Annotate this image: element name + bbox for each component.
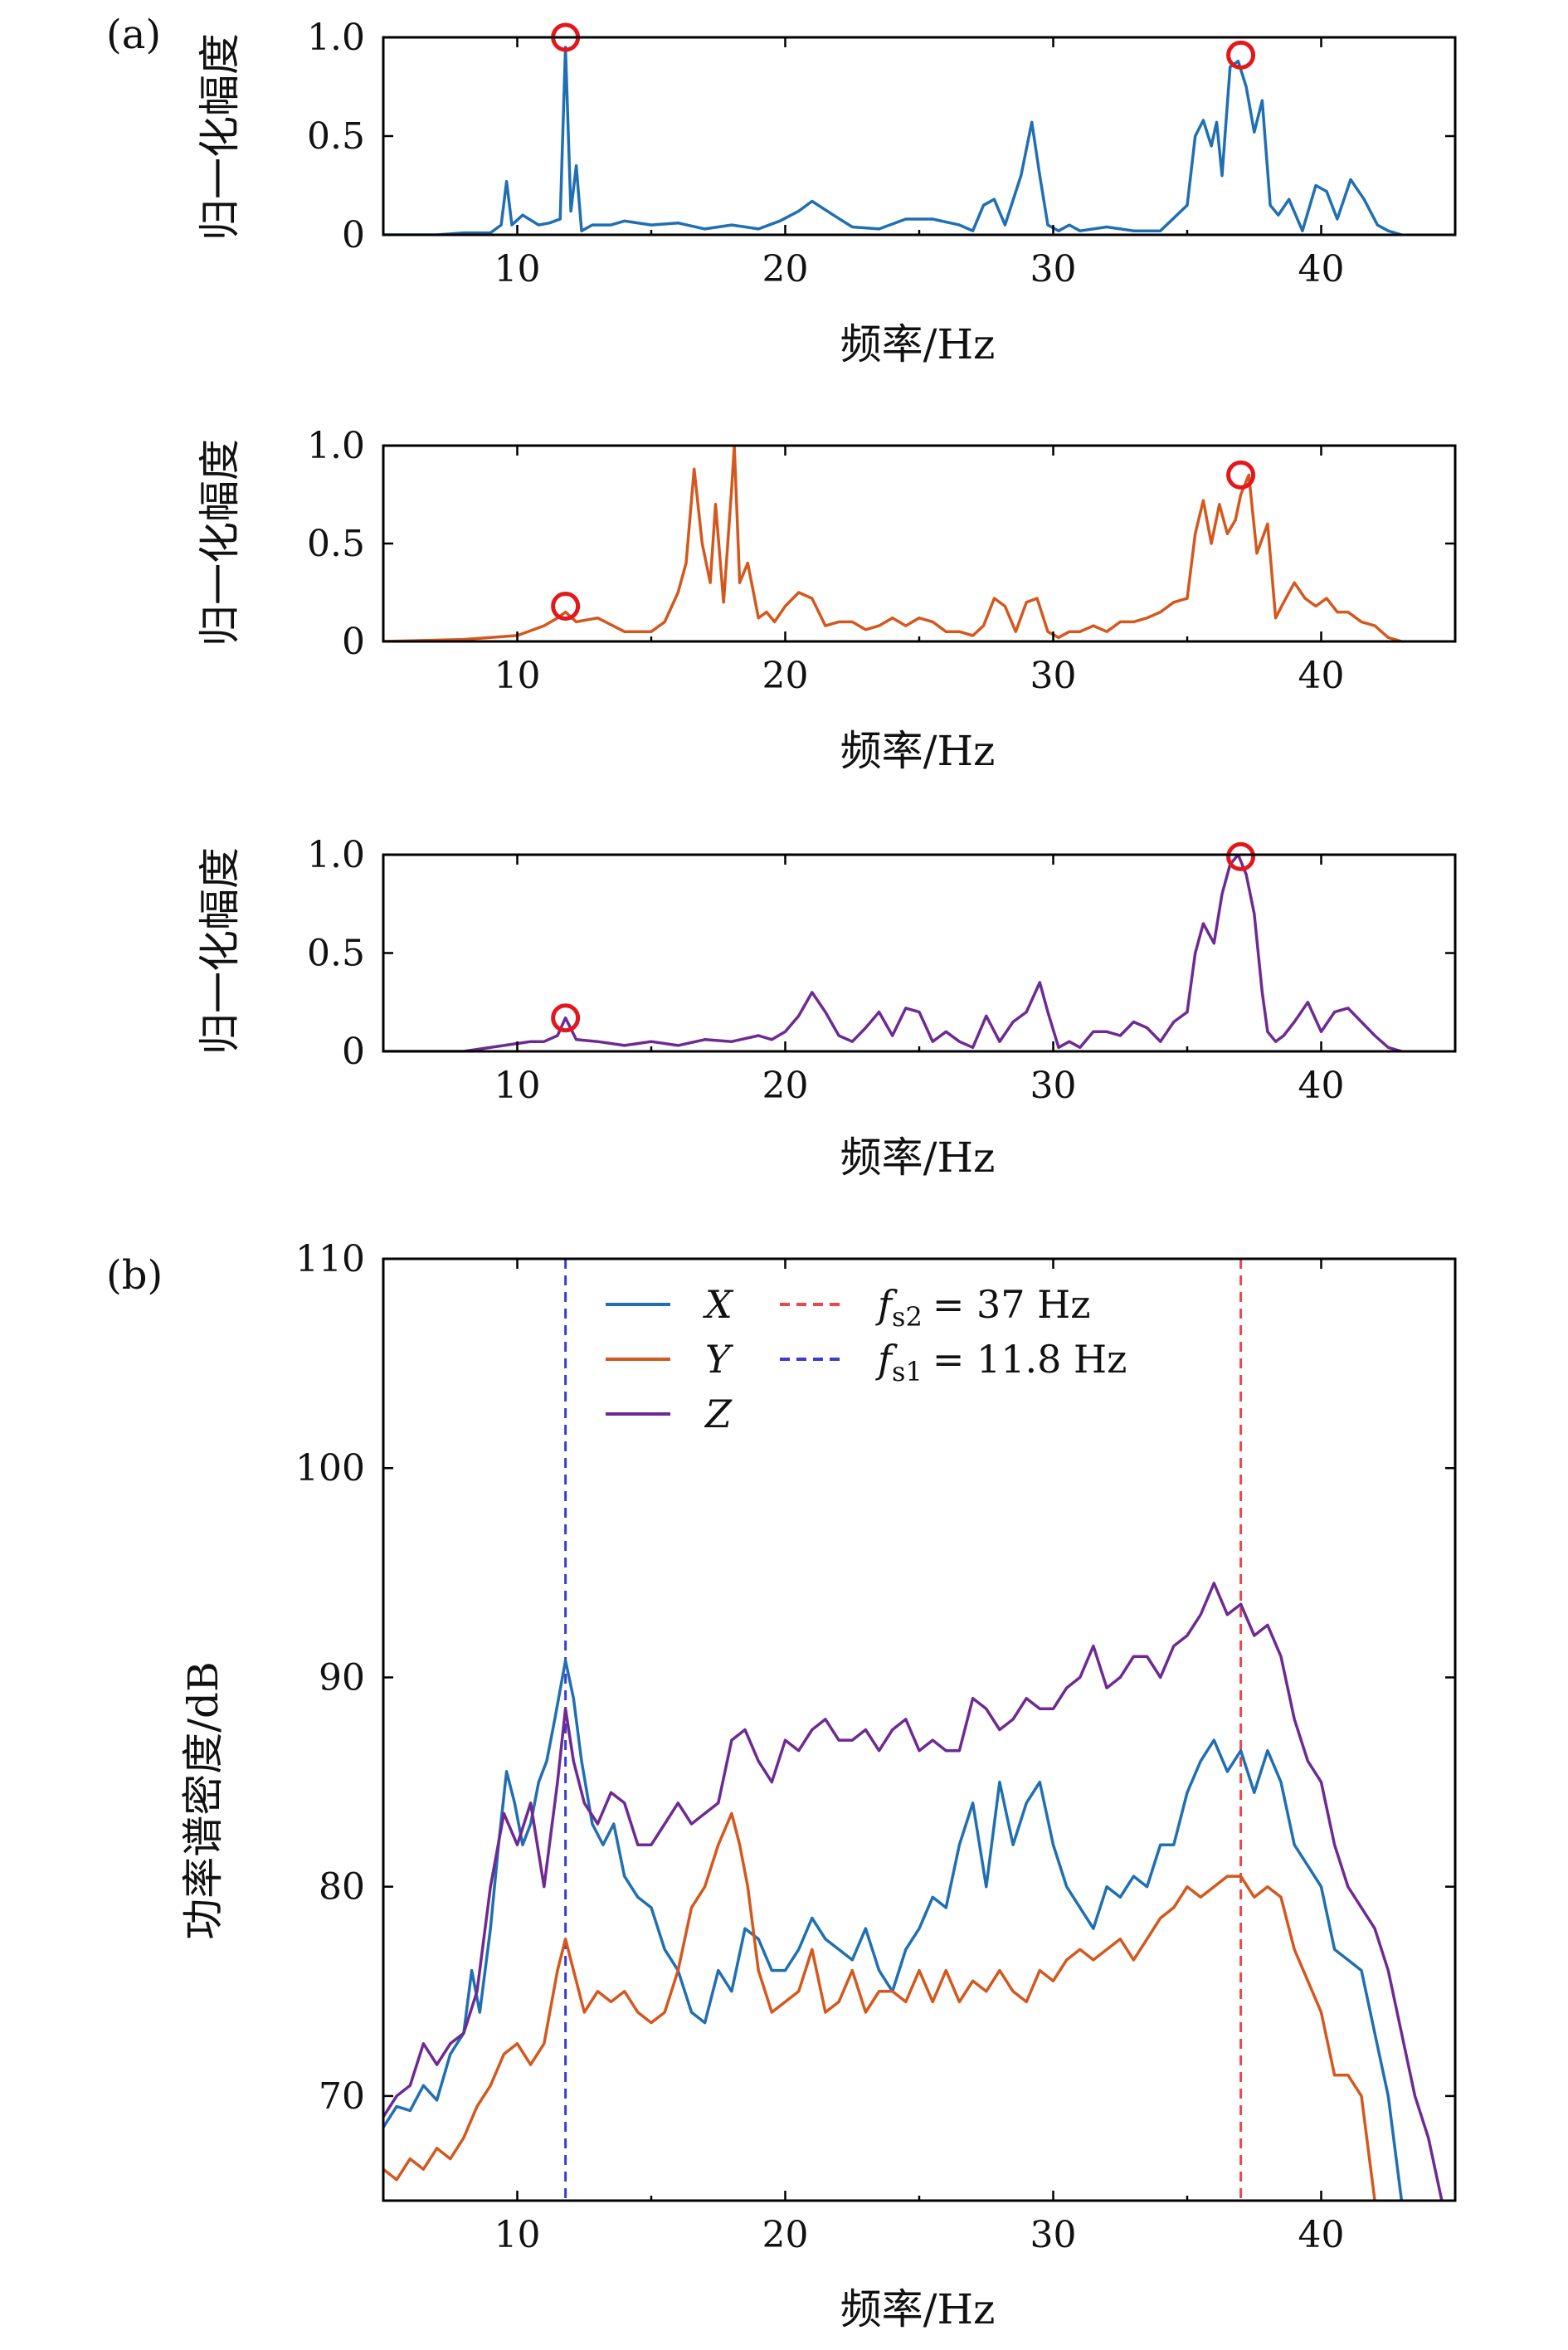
y-tick-label: 1.0: [307, 834, 365, 876]
legend-entry-y: Y: [705, 1337, 734, 1382]
y-tick-label: 1.0: [307, 425, 365, 467]
series-line-z: [383, 1582, 1444, 2201]
y-axis-label: 归一化幅度: [196, 33, 244, 241]
x-tick-label: 40: [1298, 1065, 1345, 1107]
legend-entry-fs1: fs1 = 11.8 Hz: [875, 1337, 1127, 1387]
x-tick-label: 20: [762, 248, 809, 290]
x-tick-label: 30: [1030, 655, 1077, 697]
plot-frame: [382, 444, 1457, 643]
plot-frame: [382, 36, 1457, 236]
x-tick-label: 20: [762, 2214, 809, 2256]
plot-frame: [382, 1257, 1457, 2202]
peak-marker: [1226, 460, 1256, 490]
x-tick-label: 20: [762, 655, 809, 697]
y-tick-label: 0: [342, 621, 365, 663]
y-axis-label: 归一化幅度: [196, 847, 244, 1055]
legend-entry-x: X: [703, 1282, 734, 1327]
x-tick-label: 30: [1030, 1065, 1077, 1107]
x-tick-label: 40: [1298, 2214, 1345, 2256]
panel-label-b: (b): [106, 1252, 163, 1299]
y-tick-label: 80: [319, 1866, 365, 1909]
x-tick-label: 40: [1298, 248, 1345, 290]
x-axis-label: 频率/Hz: [840, 727, 996, 775]
peak-marker: [551, 592, 581, 622]
x-axis-label: 频率/Hz: [840, 1134, 996, 1182]
subplot-y-spectrum: 归一化幅度 频率/Hz 10 20 30 40 0 0.5 1.0: [196, 425, 1457, 775]
y-tick-label: 0: [342, 1031, 365, 1073]
x-tick-label: 30: [1030, 2214, 1077, 2256]
x-tick-label: 10: [494, 1065, 541, 1107]
series-line-x: [383, 46, 1402, 235]
x-tick-label: 20: [762, 1065, 809, 1107]
y-tick-label: 1.0: [307, 17, 365, 59]
y-tick-label: 0.5: [307, 933, 365, 975]
x-axis-label: 频率/Hz: [840, 2285, 996, 2333]
subplot-x-spectrum: 归一化幅度 频率/Hz 10 20 30 40 0 0.5 1.0: [196, 17, 1457, 368]
y-tick-label: 70: [319, 2075, 365, 2118]
x-tick-label: 10: [494, 248, 541, 290]
x-tick-label: 10: [494, 2214, 541, 2256]
peak-marker: [551, 1003, 581, 1033]
series-line-z: [383, 855, 1402, 1051]
legend: X Y Z fs2 = 37 Hz fs1 = 11.8 Hz: [606, 1282, 1127, 1436]
legend-entry-fs2: fs2 = 37 Hz: [875, 1282, 1090, 1333]
legend-entry-z: Z: [704, 1392, 733, 1436]
peak-marker: [1226, 40, 1256, 70]
y-tick-label: 0: [342, 214, 365, 256]
y-tick-label: 0.5: [307, 115, 365, 158]
series-line-y: [383, 1811, 1376, 2201]
series-line-y: [383, 446, 1402, 641]
x-axis-label: 频率/Hz: [840, 320, 996, 368]
x-tick-label: 40: [1298, 655, 1345, 697]
x-tick-label: 10: [494, 655, 541, 697]
series-line-x: [383, 1659, 1404, 2201]
subplot-psd: 功率谱密度/dB 频率/Hz X Y Z fs2 = 37 Hz fs1 = 11.…: [179, 1238, 1457, 2333]
y-axis-label: 功率谱密度/dB: [179, 1661, 227, 1940]
y-tick-label: 110: [295, 1238, 365, 1280]
y-axis-label: 归一化幅度: [196, 439, 244, 646]
y-tick-label: 0.5: [307, 523, 365, 565]
y-tick-label: 100: [295, 1447, 365, 1489]
subplot-z-spectrum: 归一化幅度 频率/Hz 10 20 30 40 0 0.5 1.0: [196, 834, 1457, 1182]
panel-label-a: (a): [106, 12, 161, 58]
y-tick-label: 90: [319, 1656, 365, 1699]
x-tick-label: 30: [1030, 248, 1077, 290]
peak-marker: [1226, 841, 1256, 871]
